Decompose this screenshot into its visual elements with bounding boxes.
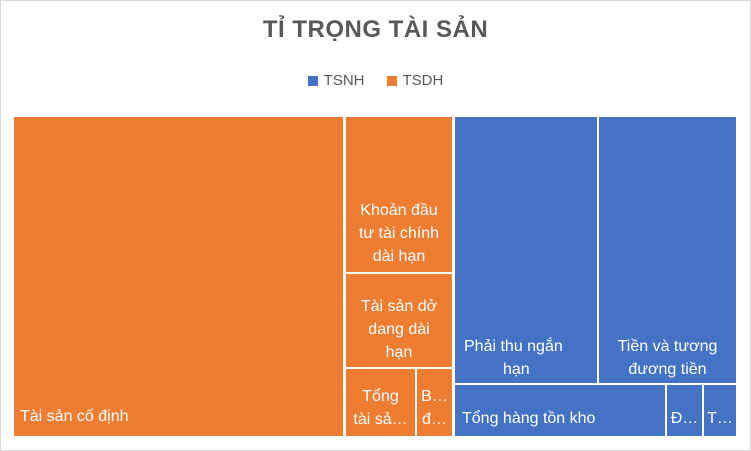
- legend-label-tsnh: TSNH: [323, 72, 365, 89]
- tile-label-line: tài sả…: [353, 411, 408, 428]
- tile-label: Tài sản dở dang dài hạn: [346, 295, 452, 364]
- chart-title: TỈ TRỌNG TÀI SẢN: [262, 16, 489, 43]
- tile-label-line: tư tài chính: [358, 225, 440, 242]
- tile-label: Đ…: [670, 410, 699, 427]
- legend-item-tsdh[interactable]: TSDH: [386, 72, 444, 89]
- tile-label-line: hạn: [503, 361, 530, 378]
- tile-label-line: Phải thu ngắn: [464, 338, 563, 355]
- tile-b[interactable]: B… đ…: [415, 367, 454, 438]
- tile-label: Phải thu ngắn hạn: [464, 335, 563, 381]
- tile-label-line: Tài sản dở: [360, 298, 438, 315]
- tile-label: Tổng hàng tồn kho: [462, 410, 596, 427]
- legend: TSNH TSDH: [0, 72, 751, 89]
- legend-item-tsnh[interactable]: TSNH: [307, 72, 365, 89]
- tile-tong-tai-san[interactable]: Tổng tài sả…: [344, 367, 417, 438]
- tile-label-line: đ…: [422, 411, 447, 428]
- tile-phai-thu-ngan-han[interactable]: Phải thu ngắn hạn: [453, 115, 599, 385]
- tile-label-line: Tiền và tương: [617, 338, 718, 355]
- tile-label: Tổng tài sả…: [346, 385, 415, 431]
- tile-label-line: dang dài: [368, 321, 430, 338]
- tile-label-line: Tổng: [362, 388, 399, 405]
- tile-label: T…: [707, 410, 733, 427]
- tile-tien-va-tuong-duong-tien[interactable]: Tiền và tương đương tiền: [597, 115, 738, 385]
- tile-label-line: Khoản đầu: [360, 202, 438, 219]
- tile-label: Tài sản cố định: [20, 408, 129, 425]
- tile-label: Tiền và tương đương tiền: [599, 335, 736, 381]
- tile-d[interactable]: Đ…: [665, 383, 704, 438]
- tile-label-line: hạn: [385, 344, 413, 361]
- tile-label-line: B…: [421, 388, 448, 405]
- tile-khoan-dau-tu-tai-chinh-dai-han[interactable]: Khoản đầu tư tài chính dài hạn: [344, 115, 454, 274]
- tile-label-line: đương tiền: [628, 361, 707, 378]
- tile-label: B… đ…: [417, 385, 452, 431]
- legend-swatch-tsdh: [386, 75, 397, 86]
- tile-label: Khoản đầu tư tài chính dài hạn: [346, 199, 452, 268]
- tile-tong-hang-ton-kho[interactable]: Tổng hàng tồn kho: [453, 383, 667, 438]
- tile-tai-san-do-dang-dai-han[interactable]: Tài sản dở dang dài hạn: [344, 272, 454, 369]
- tile-tai-san-co-dinh[interactable]: Tài sản cố định: [12, 115, 345, 438]
- legend-swatch-tsnh: [307, 75, 318, 86]
- legend-label-tsdh: TSDH: [402, 72, 444, 89]
- tile-label-line: dài hạn: [372, 248, 426, 265]
- tile-t[interactable]: T…: [702, 383, 738, 438]
